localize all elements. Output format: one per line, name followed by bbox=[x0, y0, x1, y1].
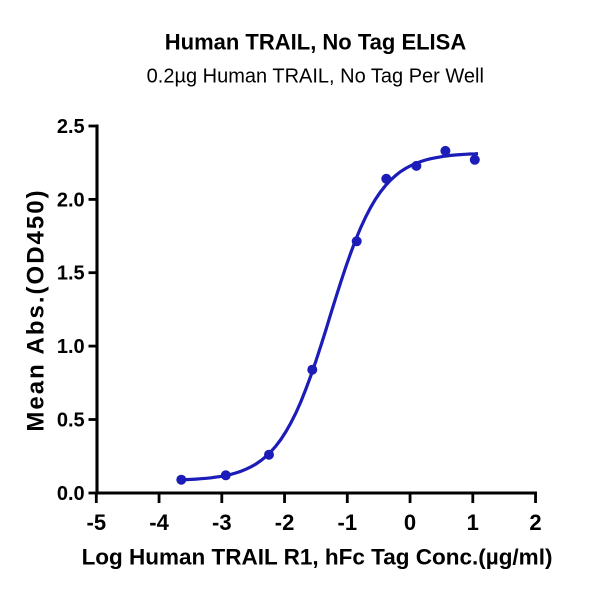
svg-text:0.2µg Human TRAIL, No Tag Per: 0.2µg Human TRAIL, No Tag Per Well bbox=[147, 66, 484, 88]
svg-text:1: 1 bbox=[467, 510, 479, 535]
svg-text:2.0: 2.0 bbox=[57, 189, 85, 211]
svg-text:-2: -2 bbox=[275, 510, 295, 535]
svg-text:2.5: 2.5 bbox=[57, 116, 85, 138]
svg-text:-5: -5 bbox=[87, 510, 107, 535]
svg-text:2: 2 bbox=[529, 510, 541, 535]
svg-text:Mean Abs.(OD450): Mean Abs.(OD450) bbox=[23, 188, 50, 431]
svg-text:1.5: 1.5 bbox=[57, 263, 85, 285]
svg-text:0: 0 bbox=[404, 510, 416, 535]
svg-text:Human TRAIL, No Tag ELISA: Human TRAIL, No Tag ELISA bbox=[165, 30, 467, 55]
svg-text:-3: -3 bbox=[212, 510, 232, 535]
svg-text:1.0: 1.0 bbox=[57, 336, 85, 358]
svg-text:-4: -4 bbox=[149, 510, 169, 535]
svg-text:Log Human TRAIL R1, hFc Tag Co: Log Human TRAIL R1, hFc Tag Conc.(µg/ml) bbox=[82, 545, 553, 570]
svg-text:0.5: 0.5 bbox=[57, 409, 85, 431]
svg-text:0.0: 0.0 bbox=[57, 483, 85, 505]
svg-text:-1: -1 bbox=[338, 510, 358, 535]
